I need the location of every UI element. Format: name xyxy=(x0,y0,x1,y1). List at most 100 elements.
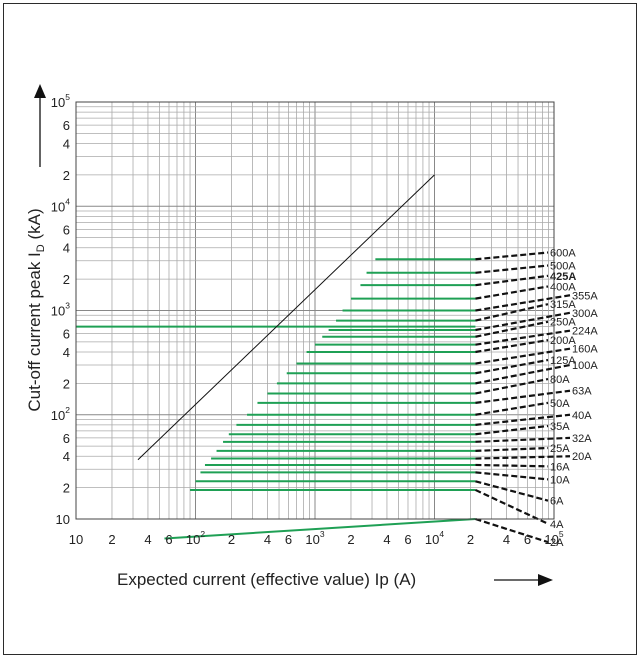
rating-label-2A: 2A xyxy=(550,537,564,549)
series-dash-600A xyxy=(475,251,549,261)
series-dash-63A xyxy=(475,389,571,404)
rating-label-20A: 20A xyxy=(572,451,592,463)
x-tick-label: 4 xyxy=(503,532,510,547)
rating-label-63A: 63A xyxy=(572,386,592,398)
tick-text: 2 xyxy=(63,481,70,496)
rating-label-355A: 355A xyxy=(572,290,598,302)
tick-text: 4 xyxy=(63,345,70,360)
chart-frame xyxy=(3,3,637,655)
tick-text: 10 xyxy=(186,532,200,547)
tick-text: 6 xyxy=(404,532,411,547)
series-dash-4A xyxy=(474,488,549,525)
y-tick-label: 2 xyxy=(63,376,70,391)
tick-text: 10 xyxy=(51,408,65,423)
series-dash-32A xyxy=(475,436,571,443)
y-tick-label: 6 xyxy=(63,118,70,133)
series-dash-300A xyxy=(475,311,571,332)
tick-text: 10 xyxy=(69,532,83,547)
x-tick-label: 4 xyxy=(144,532,151,547)
x-tick-label: 105 xyxy=(544,529,563,547)
tick-text: 2 xyxy=(63,168,70,183)
tick-text: 4 xyxy=(63,136,70,151)
rating-label-35A: 35A xyxy=(550,421,570,433)
rating-label-400A: 400A xyxy=(550,281,576,293)
tick-exponent: 2 xyxy=(65,405,70,415)
rating-label-600A: 600A xyxy=(550,248,576,260)
tick-text: 6 xyxy=(63,118,70,133)
series-dash-50A xyxy=(475,401,549,416)
tick-text: 4 xyxy=(63,449,70,464)
tick-text: 4 xyxy=(144,532,151,547)
tick-text: 10 xyxy=(305,532,319,547)
rating-label-16A: 16A xyxy=(550,461,570,473)
series-dash-400A xyxy=(475,285,549,300)
rating-label-40A: 40A xyxy=(572,410,592,422)
tick-text: 2 xyxy=(228,532,235,547)
rating-label-32A: 32A xyxy=(572,433,592,445)
y-tick-label: 6 xyxy=(63,431,70,446)
y-tick-label: 4 xyxy=(63,345,70,360)
tick-exponent: 5 xyxy=(559,529,564,539)
tick-text: 6 xyxy=(524,532,531,547)
tick-text: 6 xyxy=(63,327,70,342)
tick-text: 2 xyxy=(467,532,474,547)
series-dash-10A xyxy=(475,471,549,481)
y-axis-title-subscript: D xyxy=(35,244,47,252)
plot-border xyxy=(75,101,555,520)
y-tick-label: 4 xyxy=(63,136,70,151)
tick-text: 4 xyxy=(503,532,510,547)
x-tick-label: 6 xyxy=(404,532,411,547)
x-tick-label: 104 xyxy=(425,529,444,547)
x-tick-label: 2 xyxy=(108,532,115,547)
rating-label-315A: 315A xyxy=(550,299,576,311)
y-tick-label: 102 xyxy=(51,405,70,423)
x-tick-label: 4 xyxy=(383,532,390,547)
tick-text: 6 xyxy=(165,532,172,547)
series-dash-35A xyxy=(475,424,549,436)
tick-text: 10 xyxy=(425,532,439,547)
series-dash-16A xyxy=(475,463,549,468)
tick-text: 2 xyxy=(108,532,115,547)
tick-text: 10 xyxy=(51,95,65,110)
tick-exponent: 3 xyxy=(320,529,325,539)
x-tick-label: 10 xyxy=(69,532,83,547)
rating-label-300A: 300A xyxy=(572,308,598,320)
tick-text: 4 xyxy=(264,532,271,547)
x-tick-label: 6 xyxy=(285,532,292,547)
tick-exponent: 4 xyxy=(65,196,70,206)
y-tick-label: 2 xyxy=(63,168,70,183)
y-axis-title-unit: (kA) xyxy=(25,208,44,244)
rating-label-224A: 224A xyxy=(572,326,598,338)
tick-text: 10 xyxy=(56,512,70,527)
rating-label-125A: 125A xyxy=(550,355,576,367)
rating-label-6A: 6A xyxy=(550,496,564,508)
series-dash-100A xyxy=(475,363,571,385)
x-axis-arrow-head xyxy=(538,574,553,586)
y-tick-label: 4 xyxy=(63,241,70,256)
rating-label-4A: 4A xyxy=(550,519,564,531)
y-tick-label: 4 xyxy=(63,449,70,464)
x-tick-label: 102 xyxy=(186,529,205,547)
y-axis-arrow-head xyxy=(34,84,46,98)
y-tick-label: 104 xyxy=(51,196,70,214)
tick-text: 6 xyxy=(63,222,70,237)
tick-text: 10 xyxy=(544,532,558,547)
tick-text: 6 xyxy=(285,532,292,547)
tick-exponent: 4 xyxy=(439,529,444,539)
curves xyxy=(76,174,571,544)
y-tick-label: 103 xyxy=(51,301,70,319)
tick-text: 2 xyxy=(63,272,70,287)
rating-label-50A: 50A xyxy=(550,398,570,410)
tick-exponent: 2 xyxy=(200,529,205,539)
series-dash-160A xyxy=(475,347,571,365)
series-dash-315A xyxy=(475,303,549,322)
y-tick-label: 2 xyxy=(63,481,70,496)
series-dash-20A xyxy=(475,455,571,460)
tick-text: 10 xyxy=(51,199,65,214)
y-axis-title-group: Cut-off current peak ID (kA) xyxy=(25,208,47,411)
x-tick-label: 4 xyxy=(264,532,271,547)
y-tick-label: 2 xyxy=(63,272,70,287)
series-dash-224A xyxy=(475,329,571,346)
series-dash-40A xyxy=(475,413,571,426)
